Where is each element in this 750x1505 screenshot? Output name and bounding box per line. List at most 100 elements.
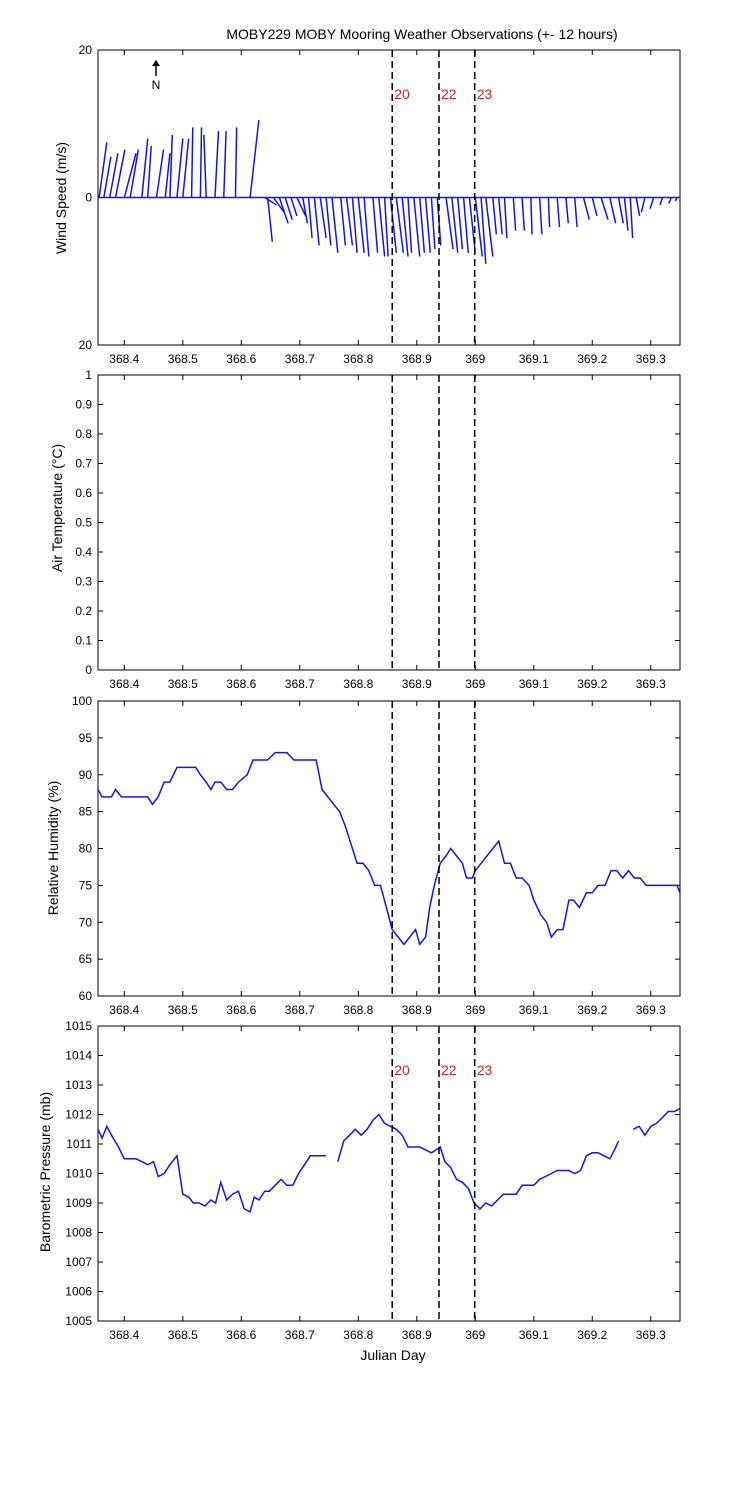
wind-vector: [623, 197, 629, 231]
y-tick-label: 90: [79, 768, 93, 782]
series-group: [98, 751, 680, 947]
wind-vector: [485, 197, 494, 257]
x-tick-label: 369.1: [519, 352, 549, 366]
y-tick-label: 65: [79, 952, 93, 966]
chart-panel-wind: 368.4 368.5 368.6 368.7 368.8 368.9 369 369.1 36…: [53, 43, 681, 366]
x-tick-label: 368.6: [226, 1003, 256, 1017]
y-tick-label: 0.5: [75, 516, 92, 530]
wind-vector: [591, 197, 598, 217]
x-tick-label: 369.3: [636, 352, 666, 366]
wind-vector: [345, 197, 354, 246]
wind-vector: [640, 197, 646, 213]
wind-vector: [480, 197, 487, 264]
x-tick-label: 369: [465, 677, 485, 691]
wind-vector: [521, 197, 526, 231]
wind-vector: [319, 197, 327, 239]
wind-vector: [372, 197, 379, 253]
y-tick-label: 85: [79, 805, 93, 819]
wind-vector: [313, 197, 320, 246]
y-tick-label: 1012: [65, 1108, 92, 1122]
y-tick-label: 1013: [65, 1078, 92, 1092]
wind-vector: [339, 197, 347, 246]
x-tick-label: 368.6: [226, 352, 256, 366]
wind-vector: [582, 197, 591, 220]
wind-vector: [296, 197, 307, 217]
axes-frame: [97, 700, 681, 997]
y-tick-label: 20: [79, 43, 93, 57]
x-tick-label: 368.9: [402, 677, 432, 691]
wind-vector: [668, 197, 672, 204]
y-tick-label: 0.8: [75, 427, 92, 441]
wind-vector: [547, 197, 551, 228]
y-tick-label: 70: [79, 915, 93, 929]
y-tick-label: 80: [79, 842, 93, 856]
y-tick-label: 0.3: [75, 575, 92, 589]
x-tick-label: 368.9: [402, 352, 432, 366]
north-arrow-icon: [152, 60, 160, 76]
x-tick-label: 369: [465, 1003, 485, 1017]
pressure-line: [632, 1107, 680, 1137]
x-tick-label: 369.3: [636, 677, 666, 691]
y-tick-label: 1: [85, 368, 92, 382]
wind-vector: [474, 197, 484, 257]
wind-vector: [182, 138, 190, 198]
x-tick-label: 368.7: [285, 352, 315, 366]
wind-vector: [538, 197, 543, 235]
y-tick-label: 20: [79, 338, 93, 352]
wind-vector: [445, 197, 454, 250]
wind-vector: [331, 197, 339, 253]
y-tick-label: 0: [85, 663, 92, 677]
wind-vector: [600, 197, 609, 220]
y-tick-label: 60: [79, 989, 93, 1003]
wind-vector: [556, 197, 561, 228]
pressure-line: [98, 1124, 327, 1213]
series-group: [98, 1107, 680, 1213]
x-tick-label: 368.5: [168, 1328, 198, 1342]
wind-vector: [635, 197, 641, 217]
chart-panel-barometric_pressure: 368.4 368.5 368.6 368.7 368.8 368.9 369 369.1 36…: [37, 1019, 681, 1342]
wind-vector: [155, 149, 165, 198]
x-tick-label: 369.2: [577, 1003, 607, 1017]
y-tick-label: 1006: [65, 1285, 92, 1299]
event-marker-label: 23: [477, 1062, 493, 1078]
x-tick-label: 368.7: [285, 1003, 315, 1017]
y-tick-label: 1009: [65, 1196, 92, 1210]
x-tick-label: 368.7: [285, 677, 315, 691]
wind-vector: [413, 197, 421, 257]
x-tick-label: 369.1: [519, 1328, 549, 1342]
x-tick-label: 368.4: [109, 1003, 139, 1017]
wind-vector: [278, 197, 289, 224]
y-tick-label: 0.9: [75, 398, 92, 412]
x-tick-label: 368.6: [226, 677, 256, 691]
x-tick-label: 368.4: [109, 352, 139, 366]
x-tick-label: 368.5: [168, 677, 198, 691]
wind-vector: [146, 145, 152, 198]
x-tick-label: 368.8: [343, 352, 373, 366]
wind-vector: [351, 197, 358, 253]
wind-vector: [203, 134, 207, 198]
y-tick-label: 1014: [65, 1049, 92, 1063]
relative_humidity-line: [98, 751, 680, 947]
wind-vector: [573, 197, 578, 228]
y-axis-label: Relative Humidity (%): [45, 781, 61, 916]
wind-vector: [325, 197, 332, 246]
wind-vector: [649, 197, 655, 209]
wind-vector: [674, 197, 678, 202]
event-marker-label: 20: [394, 1062, 410, 1078]
y-tick-label: 1010: [65, 1167, 92, 1181]
series-group: [98, 119, 680, 264]
wind-vector: [363, 197, 370, 257]
wind-vector: [199, 127, 203, 198]
x-tick-label: 368.9: [402, 1003, 432, 1017]
y-tick-label: 100: [72, 694, 92, 708]
wind-vector: [114, 149, 126, 198]
event-marker-label: 22: [441, 1062, 457, 1078]
wind-vector: [462, 197, 470, 253]
y-tick-label: 1007: [65, 1255, 92, 1269]
x-tick-label: 368.8: [343, 1003, 373, 1017]
x-tick-label: 368.4: [109, 677, 139, 691]
event-marker-label: 23: [477, 86, 493, 102]
y-tick-label: 95: [79, 731, 93, 745]
